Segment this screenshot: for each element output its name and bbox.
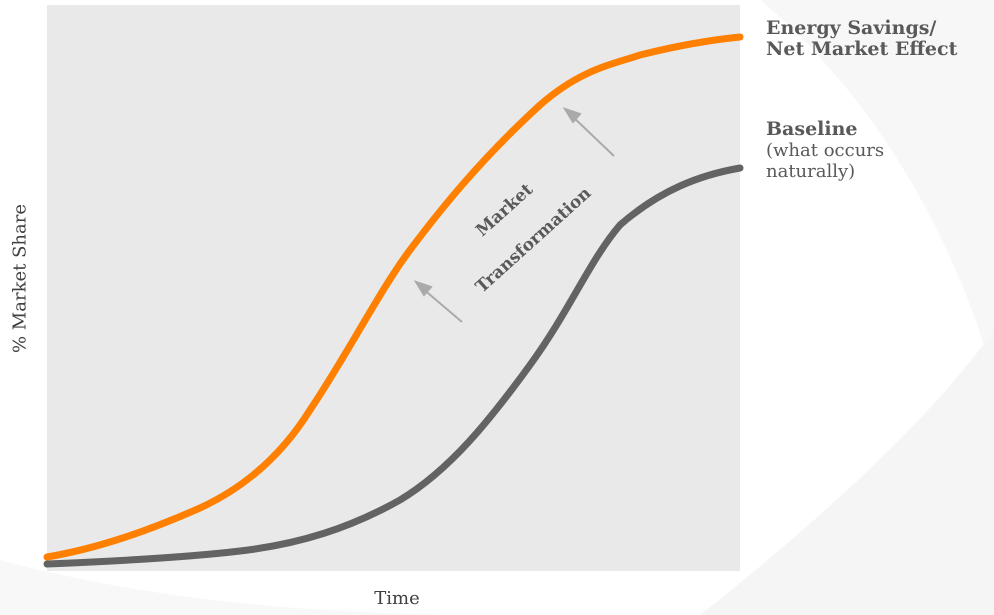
series-line-baseline — [43, 164, 744, 568]
upper-arrow-shaft — [571, 115, 615, 157]
y-axis-title: % Market Share — [9, 203, 31, 354]
upper-arrow-head — [562, 107, 582, 124]
x-axis-title: Time — [374, 588, 420, 609]
legend-baseline-title: Baseline — [766, 118, 858, 140]
lower-arrow-shaft — [421, 287, 463, 323]
series-line-energy-savings — [43, 33, 744, 561]
legend-baseline-line2: (what occurs — [766, 140, 885, 161]
plot-area — [47, 5, 740, 571]
legend-energy-line1: Energy Savings/ — [766, 17, 937, 39]
lower-arrow-head — [413, 280, 433, 297]
legend-energy-line2: Net Market Effect — [766, 38, 958, 60]
legend-energy-savings: Energy Savings/ Net Market Effect — [766, 18, 992, 60]
legend-baseline: Baseline (what occurs naturally) — [766, 118, 966, 183]
transformation-arrows — [413, 107, 615, 323]
legend-baseline-line3: naturally) — [766, 161, 856, 182]
